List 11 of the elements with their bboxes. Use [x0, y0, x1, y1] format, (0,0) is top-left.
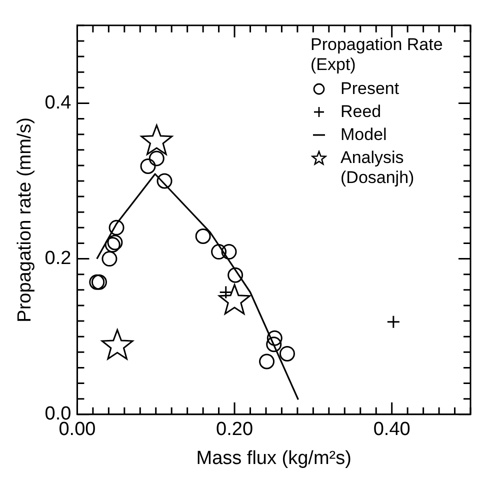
y-tick-label: 0.2 — [44, 248, 72, 270]
x-tick-label: 0.20 — [216, 419, 254, 440]
legend-title: Propagation Rate (Expt) — [310, 35, 444, 76]
legend-label: Reed — [340, 102, 382, 122]
legend-label: Present — [340, 79, 400, 100]
y-tick-label: 0.4 — [44, 92, 72, 114]
legend-label: Analysis (Dosanjh) — [340, 148, 416, 188]
x-axis-title: Mass flux (kg/m²s) — [196, 448, 352, 469]
y-axis-title: Propagation rate (mm/s) — [14, 117, 36, 322]
x-tick-label: 0.40 — [373, 419, 410, 440]
legend-label: Model — [340, 125, 388, 146]
